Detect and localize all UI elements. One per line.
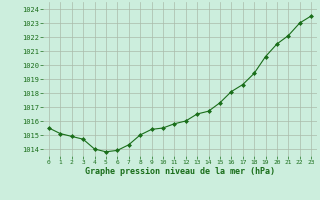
X-axis label: Graphe pression niveau de la mer (hPa): Graphe pression niveau de la mer (hPa) — [85, 167, 275, 176]
